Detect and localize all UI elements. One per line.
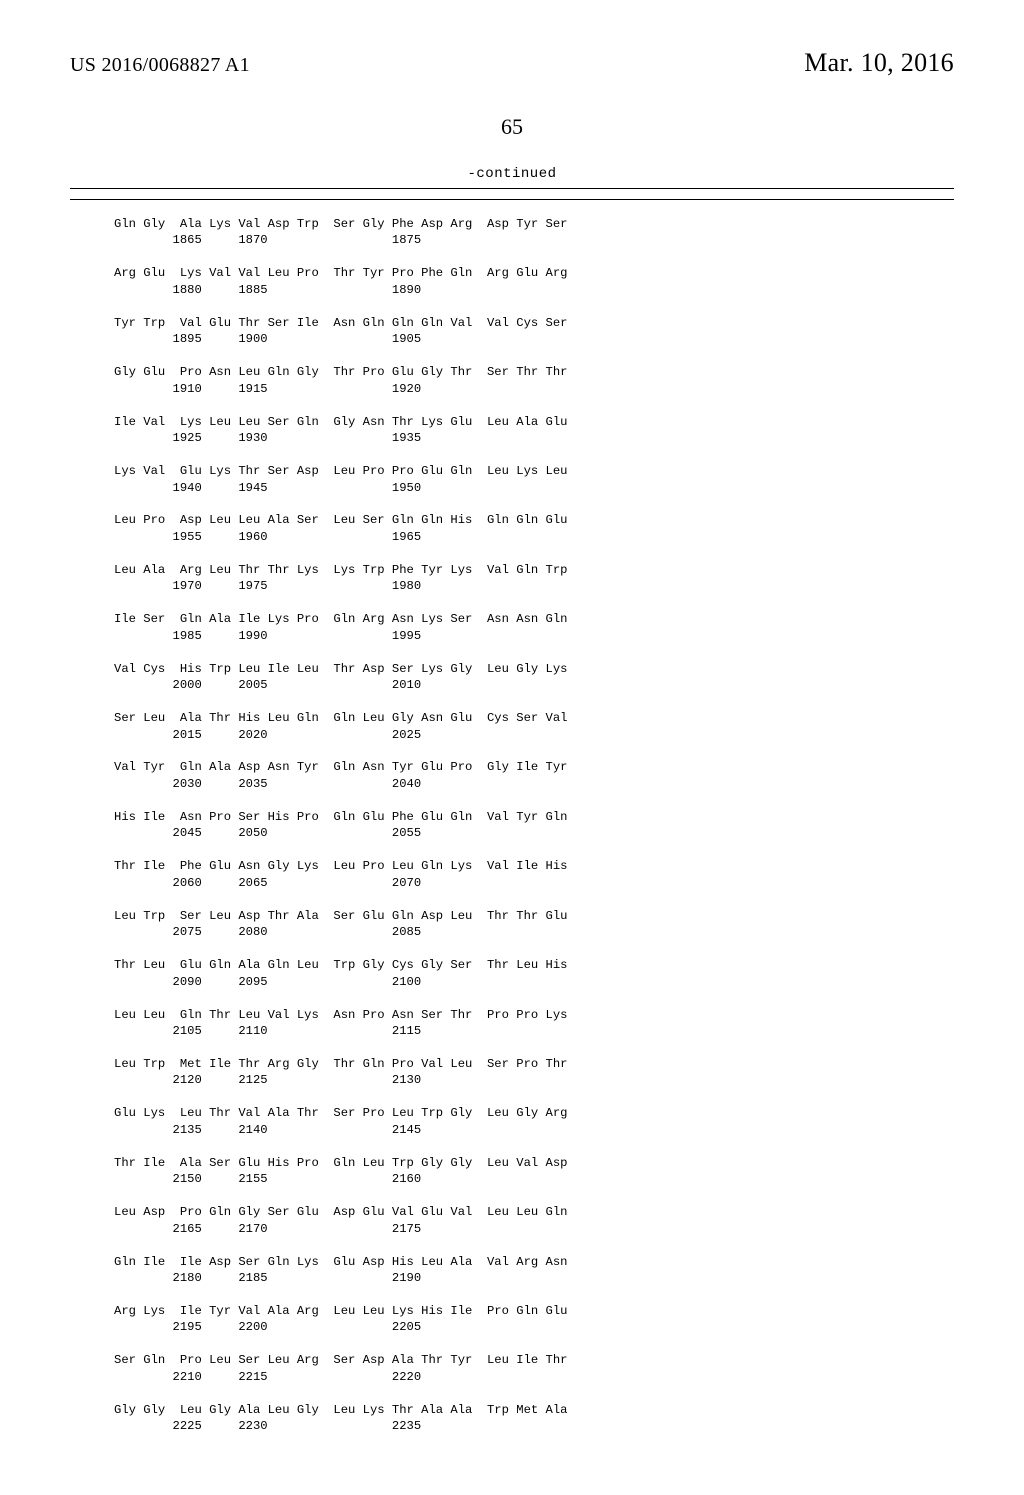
divider-bottom bbox=[70, 199, 954, 200]
divider-top bbox=[70, 188, 954, 189]
continued-label: -continued bbox=[70, 166, 954, 182]
sequence-listing: Gln Gly Ala Lys Val Asp Trp Ser Gly Phe … bbox=[114, 216, 954, 1435]
publication-date: Mar. 10, 2016 bbox=[804, 48, 954, 78]
page-header: US 2016/0068827 A1 Mar. 10, 2016 bbox=[70, 48, 954, 78]
page-container: US 2016/0068827 A1 Mar. 10, 2016 65 -con… bbox=[0, 0, 1024, 1495]
publication-number: US 2016/0068827 A1 bbox=[70, 54, 250, 77]
page-number: 65 bbox=[70, 114, 954, 140]
